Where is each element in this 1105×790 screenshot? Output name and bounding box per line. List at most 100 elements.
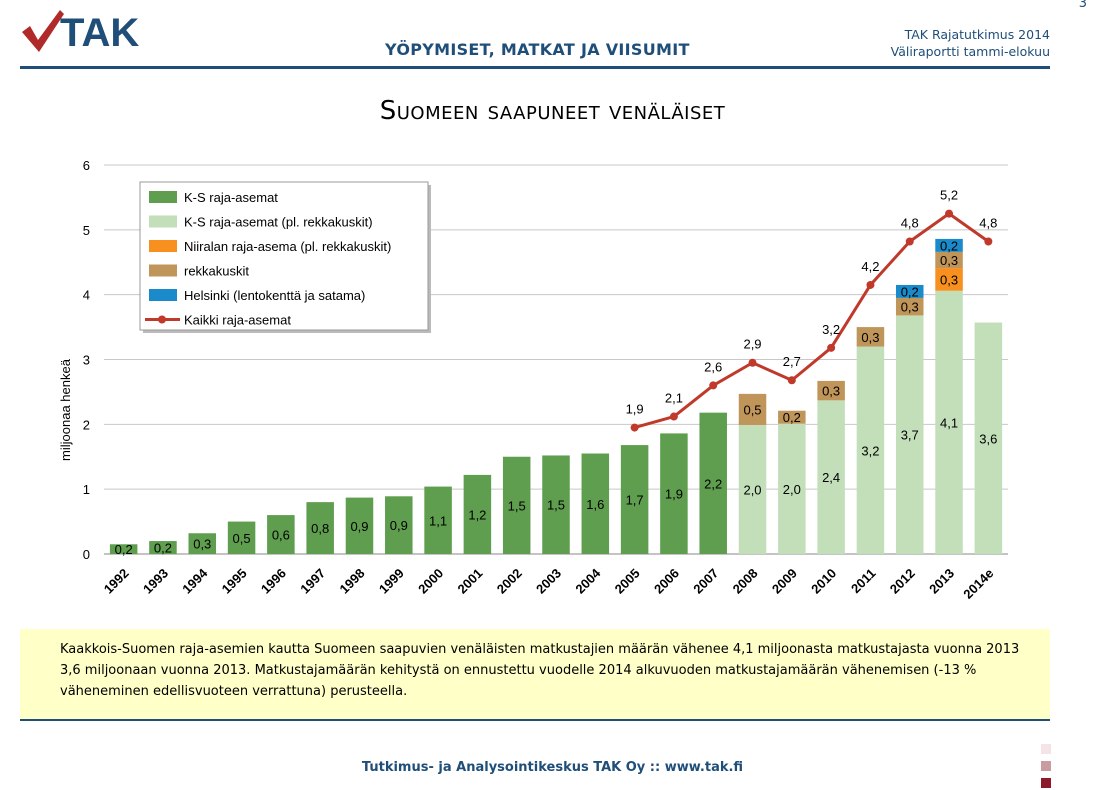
- x-tick-label: 2012: [887, 566, 918, 597]
- bar-data-label: 2,0: [783, 482, 801, 497]
- x-tick-label: 2005: [612, 566, 643, 597]
- x-tick-label: 2010: [808, 566, 839, 597]
- decorative-square: [1041, 778, 1051, 788]
- bar-segment: [856, 346, 885, 554]
- line-point: [787, 376, 796, 385]
- chart-bars: 0,2 0,2 0,3 0,5 0,6 0,8 0,9 0,9 1,1 1,21,5 1,5 1,6 1…: [109, 238, 1003, 557]
- x-tick-label: 2008: [730, 566, 761, 597]
- bar-segment: [424, 486, 452, 554]
- y-tick-label: 6: [83, 158, 90, 173]
- bar-segment: [385, 496, 413, 554]
- bar-data-label: 3,6: [979, 431, 997, 446]
- bar-data-label: 1,1: [429, 513, 447, 528]
- y-axis-label: miljoonaa henkeä: [58, 358, 73, 461]
- x-tick-label: 1998: [337, 566, 368, 597]
- bar-data-label: 1,6: [586, 497, 604, 512]
- line-point: [827, 343, 836, 352]
- bar-data-label: 1,7: [626, 493, 644, 508]
- legend-swatch-marker: [158, 315, 166, 324]
- bar-segment: [738, 424, 767, 554]
- bar-data-label: 0,3: [940, 253, 958, 268]
- line-data-label: 2,9: [743, 337, 761, 352]
- bar-segment: [738, 393, 767, 425]
- bar-segment: [856, 327, 885, 347]
- line-data-label: 3,2: [822, 322, 840, 337]
- bar-segment: [935, 238, 963, 252]
- x-tick-label: 1993: [140, 566, 171, 597]
- bar-data-label: 0,2: [783, 410, 801, 425]
- x-tick-label: 1994: [179, 565, 211, 597]
- bar-segment: [895, 315, 924, 554]
- bar-segment: [542, 455, 570, 554]
- x-tick-label: 2001: [454, 566, 485, 597]
- bar-data-label: 3,7: [901, 428, 919, 443]
- line-data-label: 2,1: [665, 391, 683, 406]
- header-divider: [20, 66, 1050, 69]
- legend-label: K-S raja-asemat (pl. rekkakuskit): [184, 215, 373, 230]
- bar-data-label: 0,3: [940, 272, 958, 287]
- bar-data-label: 1,5: [547, 498, 565, 513]
- x-tick-label: 2011: [848, 566, 879, 597]
- line-point: [984, 237, 993, 246]
- line-data-label: 1,9: [626, 402, 644, 417]
- bar-data-label: 0,6: [272, 528, 290, 543]
- line-series-kaikki: [634, 212, 990, 430]
- legend-box: [139, 181, 429, 331]
- x-tick-label: 2003: [533, 566, 564, 597]
- bar-data-label: 0,5: [743, 402, 761, 417]
- bar-segment: [660, 433, 688, 554]
- bar-segment: [620, 445, 649, 554]
- bar-segment: [935, 268, 963, 291]
- section-title: YÖPYMISET, MATKAT JA VIISUMIT: [385, 40, 690, 59]
- bar-data-label: 2,2: [704, 476, 722, 491]
- tak-logo: TAK: [22, 10, 172, 52]
- x-tick-label: 2013: [926, 566, 957, 597]
- bar-data-label: 1,9: [665, 487, 683, 502]
- bar-segment: [149, 541, 177, 554]
- bar-data-label: 0,5: [233, 531, 251, 546]
- x-tick-label: 2004: [572, 565, 604, 597]
- page-number: 3: [1078, 0, 1087, 11]
- bar-data-label: 1,2: [468, 507, 486, 522]
- bar-segment: [817, 380, 845, 401]
- bar-segment: [306, 502, 334, 554]
- legend-swatch: [149, 240, 177, 252]
- line-point: [748, 358, 757, 367]
- x-tick-label: 2014e: [960, 566, 996, 602]
- bar-segment: [188, 533, 217, 554]
- bar-segment: [581, 453, 610, 554]
- line-point: [709, 381, 718, 390]
- bar-segment: [699, 412, 727, 554]
- line-point: [905, 237, 914, 246]
- bar-data-label: 0,8: [311, 521, 329, 536]
- info-box: Kaakkois-Suomen raja-asemien kautta Suom…: [20, 629, 1050, 721]
- line-data-label: 4,8: [901, 216, 919, 231]
- bar-segment: [227, 521, 256, 554]
- bar-data-label: 0,2: [115, 542, 133, 557]
- chart-legend: K-S raja-asemat K-S raja-asemat (pl. rekk…: [139, 181, 431, 333]
- x-tick-label: 1997: [297, 566, 328, 597]
- bar-data-label: 0,9: [390, 518, 408, 533]
- legend-label: Kaikki raja-asemat: [184, 313, 291, 328]
- bar-segment: [267, 515, 295, 554]
- y-axis-ticks: 0 1 2 3 4 5 6: [83, 158, 90, 562]
- bar-data-label: 4,1: [940, 415, 958, 430]
- legend-swatch: [149, 215, 177, 228]
- bar-segment: [502, 456, 531, 554]
- legend-label: Helsinki (lentokenttä ja satama): [184, 288, 365, 303]
- legend-label: Niiralan raja-asema (pl. rekkakuskit): [184, 239, 391, 254]
- report-title: TAK Rajatutkimus 2014 Väliraportti tammi…: [891, 26, 1050, 60]
- bar-segment: [778, 423, 806, 554]
- x-tick-label: 2007: [690, 566, 721, 597]
- y-tick-label: 0: [83, 547, 90, 562]
- bar-data-label: 0,3: [193, 537, 211, 552]
- line-point: [630, 423, 639, 432]
- x-tick-label: 1999: [376, 566, 407, 597]
- bar-data-label: 0,9: [350, 519, 368, 534]
- bar-segment: [345, 497, 374, 554]
- x-tick-label: 1996: [258, 566, 289, 597]
- line-point: [669, 412, 678, 421]
- report-title-line2: Väliraportti tammi-elokuu: [890, 44, 1050, 59]
- bar-segment: [974, 322, 1003, 554]
